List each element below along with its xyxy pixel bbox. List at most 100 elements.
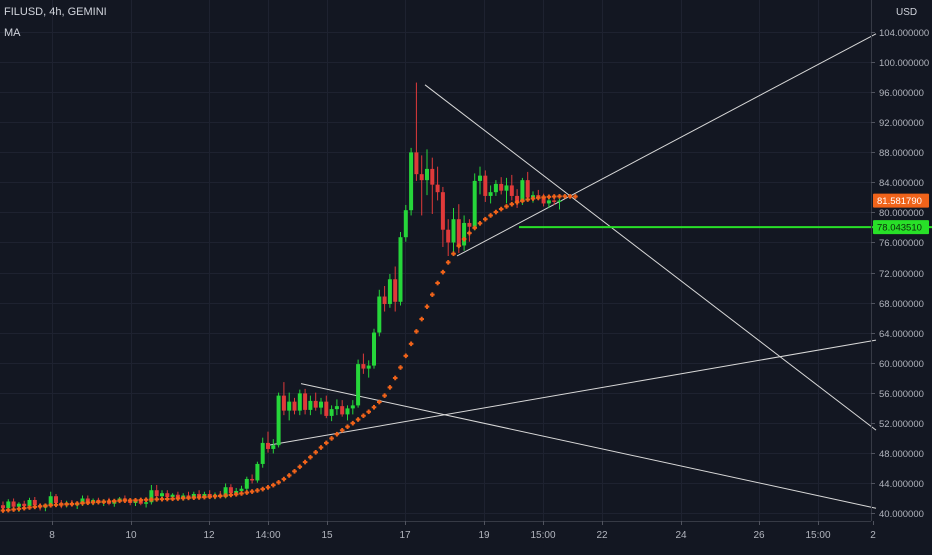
candle-body-down[interactable] [483,175,488,196]
indicator-label[interactable]: MA [4,27,21,39]
ma-point [196,495,202,500]
candle-body-up[interactable] [409,152,414,211]
candle-body-up[interactable] [144,502,149,504]
candle-body-up[interactable] [170,494,175,497]
candle-body-up[interactable] [356,364,361,406]
candle-body-up[interactable] [276,395,281,446]
candle-body-up[interactable] [504,185,509,191]
candle-body-down[interactable] [515,195,520,202]
candle-body-down[interactable] [419,174,424,181]
candle-body-down[interactable] [525,180,530,198]
price-axis[interactable]: 40.000000 44.000000 48.000000 52.000000 56.0… [871,28,929,520]
candle-body-up[interactable] [403,210,408,238]
candle-body-down[interactable] [440,192,445,230]
trendline[interactable] [300,383,877,509]
candle-body-up[interactable] [297,393,302,411]
candle-body-down[interactable] [54,496,58,503]
candle-body-up[interactable] [334,406,339,410]
trendline[interactable] [456,33,877,257]
candle-body-up[interactable] [462,222,467,246]
candle-body-up[interactable] [287,401,292,411]
candle-body-down[interactable] [22,503,27,506]
ma-point [504,204,509,209]
candle-body-down[interactable] [340,406,345,415]
candle-body-down[interactable] [435,184,440,193]
ma-point [308,454,313,460]
candle-body-down[interactable] [361,364,366,369]
candle-body-up[interactable] [398,237,403,302]
candle-body-down[interactable] [281,395,286,411]
candle-body-down[interactable] [250,478,255,481]
candle-body-up[interactable] [478,175,482,181]
drawn-lines[interactable] [268,33,932,509]
candle-body-up[interactable] [329,409,334,416]
candle-body-up[interactable] [255,463,260,481]
candle-body-up[interactable] [387,279,392,305]
ma-point [48,502,53,508]
candle-body-down[interactable] [393,279,398,302]
candle-body-down[interactable] [303,393,308,410]
candle-body-up[interactable] [345,408,350,415]
candle-body-up[interactable] [520,180,525,202]
candle-body-down[interactable] [541,197,546,204]
candle-body-down[interactable] [552,200,557,202]
candle-body-up[interactable] [160,493,164,497]
candle-body-up[interactable] [48,496,53,505]
trendline[interactable] [424,84,877,431]
candle-body-down[interactable] [1,505,5,509]
candle-body-down[interactable] [324,401,329,416]
candle-body-down[interactable] [456,219,461,246]
ma-point [292,469,297,474]
candle-body-down[interactable] [467,222,472,227]
candle-body-up[interactable] [308,400,313,410]
ma-point [16,506,22,512]
candle-body-down[interactable] [292,401,297,411]
candle-body-up[interactable] [472,180,477,227]
time-axis[interactable]: 8 10 12 14:00 15 17 19 15:00 22 24 26 15:00 2 [49,521,876,541]
candle-body-down[interactable] [414,152,419,175]
candle-body-up[interactable] [260,442,265,464]
candle-body-down[interactable] [85,498,90,503]
candle-body-down[interactable] [165,493,170,497]
candle-body-up[interactable] [488,192,493,196]
candle-body-down[interactable] [266,442,270,449]
candle-body-up[interactable] [6,501,11,509]
candle-body-up[interactable] [239,488,244,491]
symbol-title[interactable]: FILUSD, 4h, GEMINI [4,6,107,18]
candle-body-up[interactable] [377,296,382,333]
candle-body-up[interactable] [425,168,429,181]
candle-body-up[interactable] [223,487,228,497]
y-tick-label: 92.000000 [879,118,924,129]
candle-body-up[interactable] [350,405,355,409]
trendline[interactable] [268,339,877,446]
candle-body-up[interactable] [451,219,456,243]
candle-body-up[interactable] [557,200,562,202]
candle-body-down[interactable] [446,229,451,243]
candle-body-up[interactable] [27,499,32,506]
candle-body-up[interactable] [149,490,154,503]
candle-body-down[interactable] [228,487,233,494]
ma-point [345,424,350,430]
candle-body-up[interactable] [372,332,376,366]
candle-body-down[interactable] [509,185,514,196]
ma-point [149,497,154,502]
candle-body-up[interactable] [244,478,249,489]
candle-body-down[interactable] [11,501,16,507]
candle-body-down[interactable] [154,490,159,497]
ma-point [11,507,16,512]
candle-body-down[interactable] [499,183,504,191]
candles[interactable] [1,82,562,512]
x-tick-label: 10 [125,530,137,541]
candle-body-up[interactable] [493,183,498,193]
candle-body-up[interactable] [16,503,21,507]
candle-body-down[interactable] [313,400,318,408]
candle-body-down[interactable] [32,499,37,506]
candle-body-down[interactable] [382,296,387,305]
candle-body-up[interactable] [319,401,323,408]
candle-body-up[interactable] [271,445,276,449]
candle-body-up[interactable] [366,365,371,369]
candle-body-up[interactable] [546,200,551,204]
candle-body-down[interactable] [430,168,435,185]
